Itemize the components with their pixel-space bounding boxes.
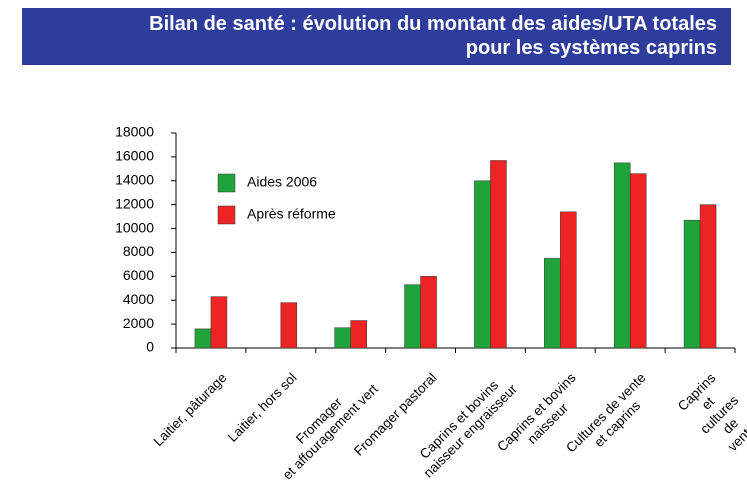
bar xyxy=(474,180,491,349)
bar xyxy=(350,320,367,349)
y-tick-label: 14000 xyxy=(115,171,154,187)
bar xyxy=(490,160,507,349)
bar xyxy=(699,204,717,349)
y-tick-label: 18000 xyxy=(115,124,154,140)
title-banner: Bilan de santé : évolution du montant de… xyxy=(22,8,731,65)
y-tick-label: 8000 xyxy=(123,243,154,259)
bar xyxy=(560,211,577,349)
y-tick-label: 6000 xyxy=(123,267,154,283)
bar xyxy=(404,284,421,349)
bar xyxy=(544,258,561,349)
bar xyxy=(334,327,351,349)
bar xyxy=(194,328,212,349)
y-tick-label: 16000 xyxy=(115,148,154,164)
legend-label: Aides 2006 xyxy=(247,174,317,190)
bar xyxy=(280,302,298,349)
y-tick-label: 12000 xyxy=(115,195,154,211)
legend-swatch xyxy=(217,205,236,225)
y-tick-label: 4000 xyxy=(123,291,154,307)
y-tick-label: 10000 xyxy=(115,219,154,235)
y-tick-label: 2000 xyxy=(123,315,154,331)
bar xyxy=(210,296,228,349)
legend-swatch xyxy=(217,173,236,193)
bar xyxy=(613,162,631,349)
legend-label: Après réforme xyxy=(247,206,336,222)
bar xyxy=(629,173,647,349)
bar xyxy=(420,276,437,349)
chart-title: Bilan de santé : évolution du montant de… xyxy=(149,13,717,59)
y-tick-label: 0 xyxy=(146,339,154,355)
bar xyxy=(683,219,701,349)
